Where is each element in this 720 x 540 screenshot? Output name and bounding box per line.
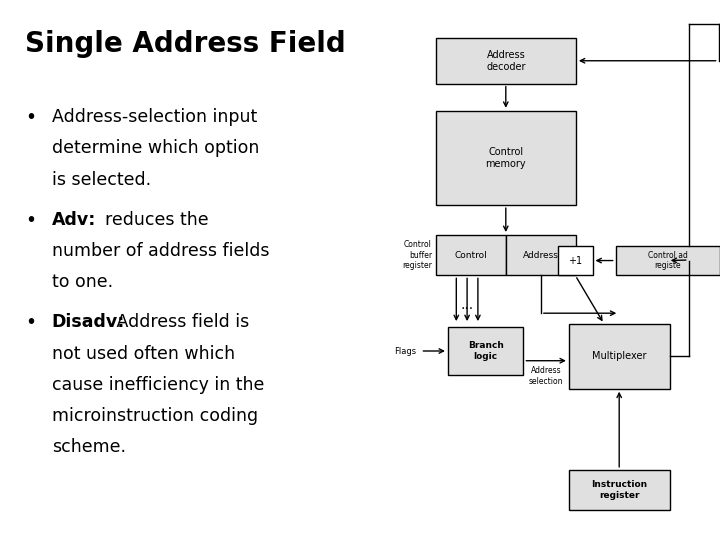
Text: Address: Address [523, 251, 559, 260]
Bar [558, 246, 593, 275]
Text: Address
decoder: Address decoder [486, 50, 526, 71]
Bar [448, 327, 523, 375]
Text: Flags: Flags [394, 347, 416, 355]
Text: Control
buffer
register: Control buffer register [402, 240, 432, 270]
Text: •: • [25, 313, 36, 332]
Text: Single Address Field: Single Address Field [25, 30, 346, 58]
Text: ...: ... [461, 298, 474, 312]
Bar [616, 246, 720, 275]
Text: determine which option: determine which option [52, 139, 259, 157]
Bar [505, 235, 576, 275]
Text: Instruction
register: Instruction register [591, 481, 647, 500]
Text: Address-selection input: Address-selection input [52, 108, 257, 126]
Text: not used often which: not used often which [52, 345, 235, 362]
Text: scheme.: scheme. [52, 438, 126, 456]
Text: Control
memory: Control memory [485, 147, 526, 168]
Text: to one.: to one. [52, 273, 113, 291]
Text: Control ad
registe: Control ad registe [648, 251, 688, 270]
Text: •: • [25, 108, 36, 127]
Bar [569, 470, 670, 510]
Text: Adv:: Adv: [52, 211, 96, 228]
Text: Address
selection: Address selection [529, 366, 563, 386]
Text: Address field is: Address field is [111, 313, 249, 331]
Text: microinstruction coding: microinstruction coding [52, 407, 258, 425]
Text: is selected.: is selected. [52, 171, 151, 188]
Text: •: • [25, 211, 36, 229]
Text: number of address fields: number of address fields [52, 242, 269, 260]
Text: Control: Control [454, 251, 487, 260]
Bar [436, 235, 505, 275]
Bar [569, 324, 670, 389]
Text: +1: +1 [568, 255, 582, 266]
Text: Multiplexer: Multiplexer [592, 352, 647, 361]
Bar [436, 38, 576, 84]
Text: cause inefficiency in the: cause inefficiency in the [52, 376, 264, 394]
Text: Disadv:: Disadv: [52, 313, 125, 331]
Text: Branch
logic: Branch logic [468, 341, 503, 361]
Bar [436, 111, 576, 205]
Text: reduces the: reduces the [94, 211, 208, 228]
